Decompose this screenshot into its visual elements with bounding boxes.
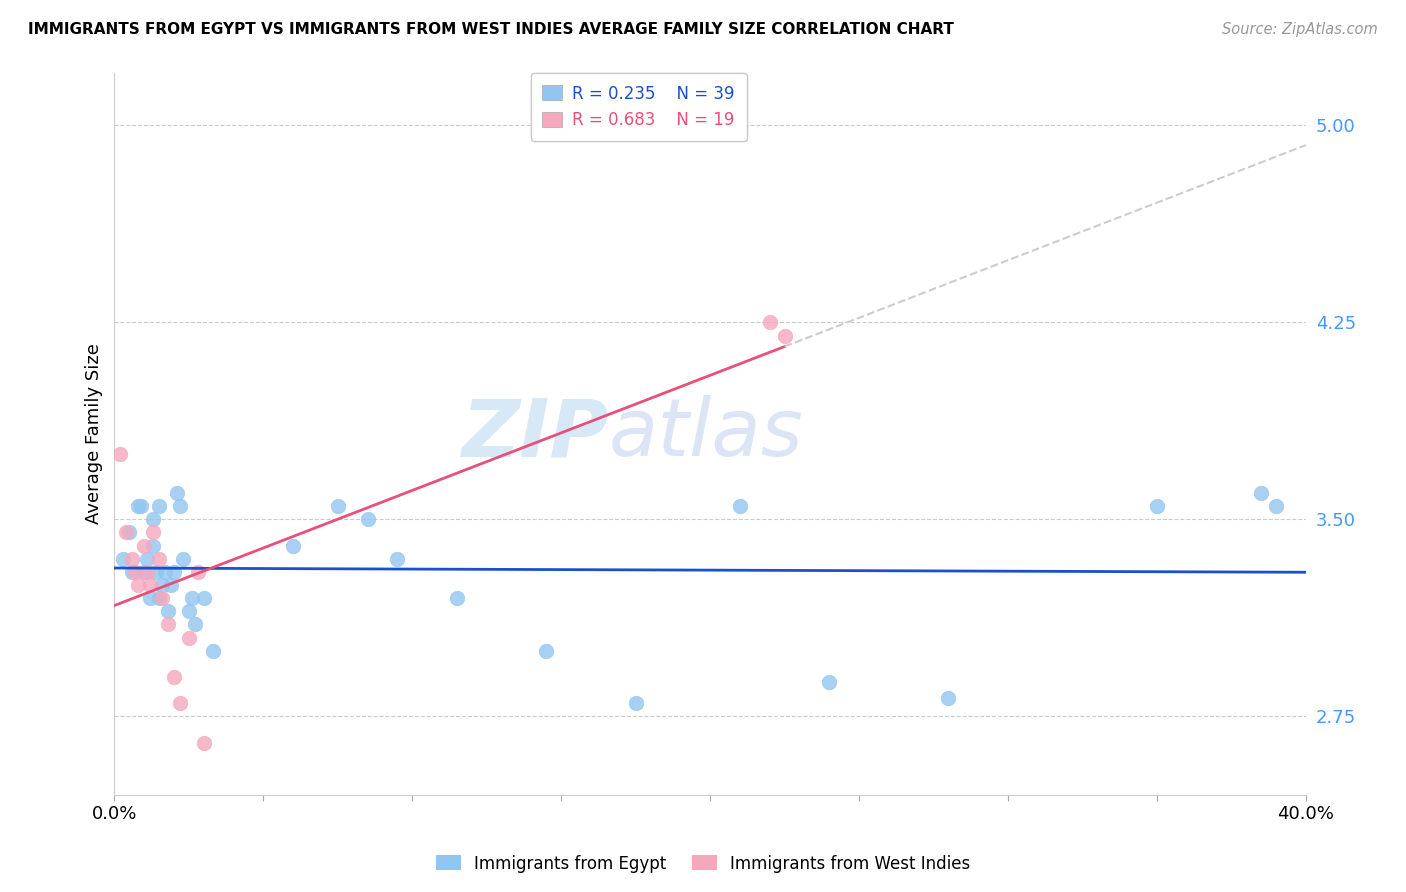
Point	[136, 551, 159, 566]
Y-axis label: Average Family Size: Average Family Size	[86, 343, 103, 524]
Point	[148, 551, 170, 566]
Legend: Immigrants from Egypt, Immigrants from West Indies: Immigrants from Egypt, Immigrants from W…	[429, 848, 977, 880]
Text: ZIP: ZIP	[461, 395, 609, 473]
Point	[387, 551, 409, 566]
Point	[938, 690, 960, 705]
Point	[177, 604, 200, 618]
Point	[118, 525, 141, 540]
Text: Source: ZipAtlas.com: Source: ZipAtlas.com	[1222, 22, 1378, 37]
Point	[446, 591, 468, 606]
Point	[773, 328, 796, 343]
Point	[1146, 500, 1168, 514]
Point	[142, 525, 165, 540]
Point	[142, 512, 165, 526]
Point	[1265, 500, 1288, 514]
Point	[127, 500, 149, 514]
Point	[180, 591, 202, 606]
Point	[148, 500, 170, 514]
Text: atlas: atlas	[609, 395, 804, 473]
Text: IMMIGRANTS FROM EGYPT VS IMMIGRANTS FROM WEST INDIES AVERAGE FAMILY SIZE CORRELA: IMMIGRANTS FROM EGYPT VS IMMIGRANTS FROM…	[28, 22, 955, 37]
Point	[127, 578, 149, 592]
Point	[160, 578, 183, 592]
Point	[169, 500, 191, 514]
Point	[115, 525, 138, 540]
Point	[356, 512, 378, 526]
Point	[153, 565, 176, 579]
Point	[281, 539, 304, 553]
Point	[150, 591, 173, 606]
Point	[728, 500, 751, 514]
Point	[121, 565, 143, 579]
Point	[110, 447, 132, 461]
Point	[1250, 486, 1272, 500]
Point	[136, 565, 159, 579]
Point	[536, 643, 558, 657]
Point	[818, 675, 841, 690]
Point	[134, 565, 156, 579]
Point	[163, 565, 186, 579]
Point	[157, 617, 180, 632]
Point	[112, 551, 135, 566]
Point	[177, 631, 200, 645]
Point	[145, 565, 167, 579]
Point	[142, 539, 165, 553]
Point	[193, 591, 215, 606]
Point	[157, 604, 180, 618]
Point	[624, 696, 647, 710]
Point	[184, 617, 207, 632]
Point	[121, 551, 143, 566]
Point	[129, 500, 152, 514]
Point	[139, 578, 162, 592]
Point	[124, 565, 146, 579]
Point	[166, 486, 188, 500]
Point	[148, 591, 170, 606]
Point	[193, 735, 215, 749]
Point	[169, 696, 191, 710]
Point	[187, 565, 209, 579]
Legend: R = 0.235    N = 39, R = 0.683    N = 19: R = 0.235 N = 39, R = 0.683 N = 19	[530, 73, 747, 141]
Point	[201, 643, 224, 657]
Point	[326, 500, 349, 514]
Point	[163, 670, 186, 684]
Point	[150, 578, 173, 592]
Point	[134, 539, 156, 553]
Point	[172, 551, 194, 566]
Point	[139, 591, 162, 606]
Point	[758, 315, 780, 329]
